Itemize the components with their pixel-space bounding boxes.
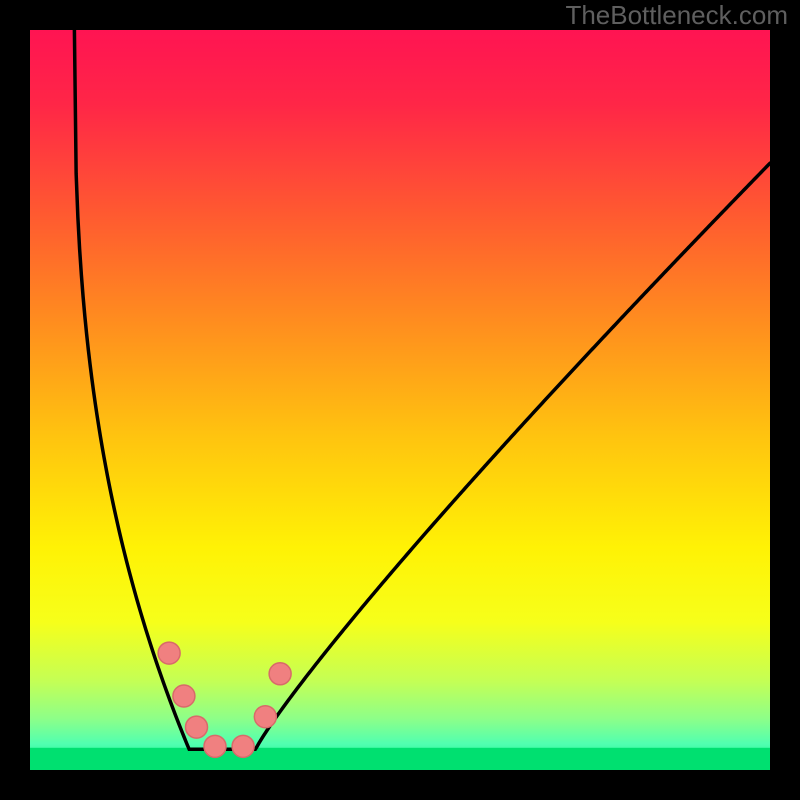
- curve-marker-5: [254, 706, 276, 728]
- baseline-band: [30, 748, 770, 770]
- curve-marker-4: [232, 735, 254, 757]
- chart-stage: TheBottleneck.com: [0, 0, 800, 800]
- gradient-plot-area: [30, 30, 770, 770]
- bottleneck-chart: [0, 0, 800, 800]
- curve-marker-1: [173, 685, 195, 707]
- curve-marker-0: [158, 642, 180, 664]
- curve-marker-3: [204, 735, 226, 757]
- curve-marker-6: [269, 663, 291, 685]
- curve-marker-2: [186, 716, 208, 738]
